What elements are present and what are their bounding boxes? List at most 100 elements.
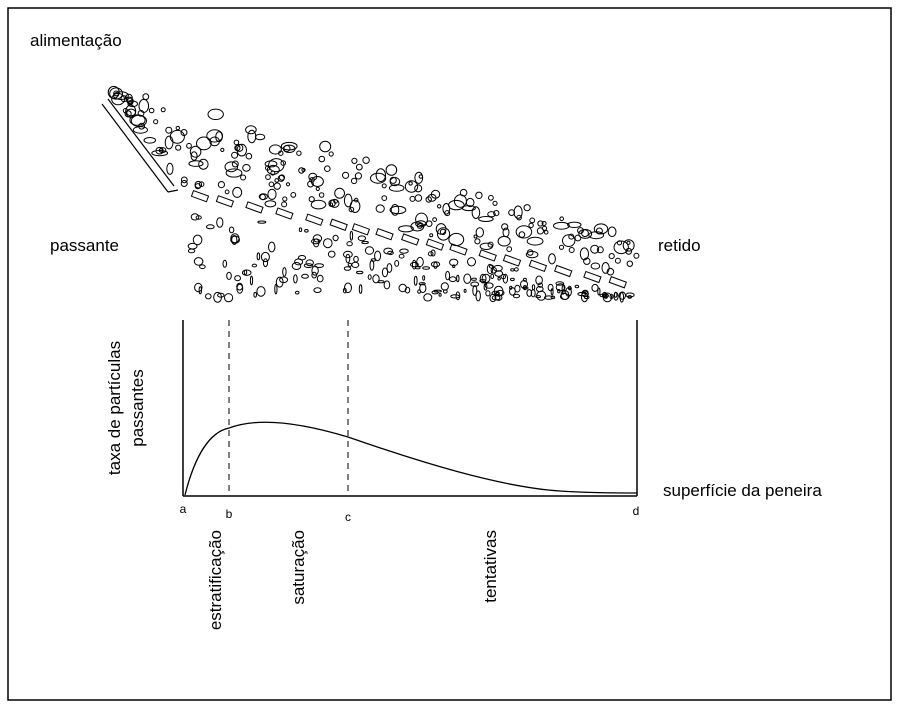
chute (107, 98, 175, 187)
particle (414, 171, 424, 184)
particle (351, 223, 371, 236)
particle (132, 126, 148, 134)
particle (375, 204, 385, 213)
particle (240, 174, 247, 181)
particle (390, 204, 400, 216)
particle (192, 234, 203, 246)
particle (188, 160, 204, 167)
particle (274, 283, 278, 295)
particle (169, 129, 185, 144)
particle (526, 236, 544, 246)
particle (308, 172, 318, 181)
particle (607, 226, 617, 238)
particle (618, 291, 626, 300)
particle (190, 151, 198, 161)
particle (427, 251, 434, 257)
particle (555, 281, 565, 286)
particle (215, 195, 235, 208)
particle (465, 197, 475, 208)
particle (510, 277, 515, 282)
particle (470, 281, 480, 287)
x-label: superfície da peneira (663, 481, 822, 500)
particle (375, 227, 394, 241)
particle (324, 165, 331, 172)
particle (164, 135, 174, 150)
particle (361, 240, 369, 245)
particle (311, 238, 321, 245)
particle (609, 293, 614, 300)
particle (579, 247, 590, 261)
particle (574, 284, 580, 289)
particle (583, 257, 591, 265)
particle (450, 294, 461, 299)
particles (107, 85, 640, 303)
particle (190, 189, 210, 203)
curve (184, 421, 638, 496)
particle (452, 264, 456, 269)
particle (413, 275, 418, 286)
particle (277, 174, 285, 182)
particle (332, 234, 339, 242)
particle (294, 290, 300, 295)
particle (224, 293, 234, 303)
particle (514, 284, 521, 293)
particle (562, 234, 576, 248)
particle (315, 186, 320, 191)
particle (512, 293, 521, 299)
particle (479, 242, 493, 251)
particle (350, 177, 358, 185)
particle (616, 240, 623, 246)
particle (557, 289, 561, 294)
particle (622, 239, 635, 252)
particle (456, 274, 460, 283)
particle (349, 199, 361, 214)
point-label: a (180, 502, 187, 516)
particle (411, 259, 417, 270)
particle (514, 267, 519, 272)
particle (180, 180, 188, 187)
particle (303, 263, 314, 269)
particle (493, 210, 500, 217)
particle (559, 216, 565, 221)
particle (143, 137, 157, 144)
particle (205, 224, 215, 230)
particle (264, 160, 278, 168)
particle (358, 284, 363, 294)
particle (343, 193, 353, 208)
particle (374, 250, 382, 262)
particle (555, 283, 566, 292)
particle (313, 287, 322, 294)
particle (355, 163, 363, 171)
particle (474, 238, 481, 245)
y-label: taxa de partículas (105, 341, 124, 475)
particle (422, 266, 431, 270)
particle (209, 136, 220, 147)
particle (241, 269, 252, 276)
particle (282, 144, 296, 154)
particle (137, 110, 145, 117)
particle (436, 227, 451, 241)
particle (467, 257, 476, 267)
particle (537, 282, 543, 288)
particle (568, 287, 572, 291)
particle (444, 210, 451, 217)
particle (333, 199, 338, 204)
particle (387, 250, 394, 256)
particle (175, 125, 181, 131)
particle (265, 174, 271, 181)
particle (449, 243, 468, 256)
particle (541, 225, 548, 231)
particle (354, 172, 362, 180)
particle (310, 199, 327, 210)
particle (485, 290, 491, 297)
particle (228, 226, 235, 234)
particle (410, 262, 419, 268)
particle (577, 291, 587, 297)
particle (113, 91, 129, 100)
particle (383, 280, 391, 290)
particle (463, 288, 467, 293)
particle (165, 126, 173, 134)
particle (568, 247, 575, 253)
point-label: c (345, 510, 351, 524)
particle (356, 270, 364, 275)
